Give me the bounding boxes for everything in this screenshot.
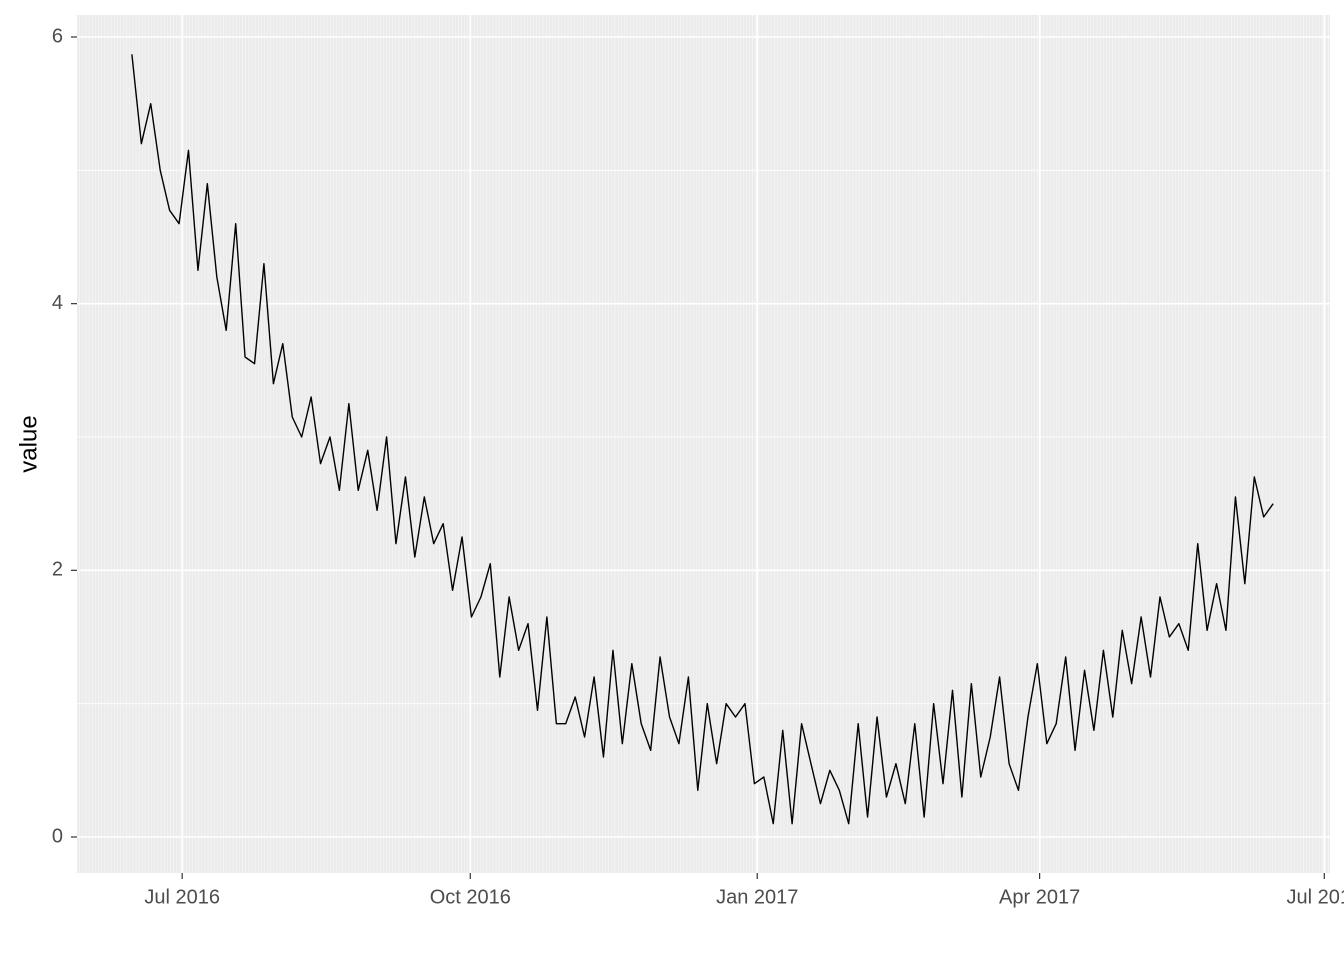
minor-grid-pattern [77,15,1330,873]
x-tick-label: Jul 2016 [144,886,220,908]
y-axis-title: value [15,415,42,472]
axes: 0 2 4 6 Jul 2016 Oct 2016 Jan 2017 Apr 2017 Jul … [52,25,1344,908]
y-tick-label: 2 [52,559,63,581]
y-tick-label: 6 [52,25,63,47]
x-tick-label: Jan 2017 [716,886,798,908]
marks [131,54,1274,825]
x-tick-label: Apr 2017 [999,886,1080,908]
y-tick-label: 0 [52,825,63,847]
grid [77,15,1330,873]
x-tick-label: Jul 2017 [1286,886,1344,908]
y-tick-label: 4 [52,292,63,314]
x-tick-label: Oct 2016 [430,886,511,908]
data-line [131,54,1274,825]
